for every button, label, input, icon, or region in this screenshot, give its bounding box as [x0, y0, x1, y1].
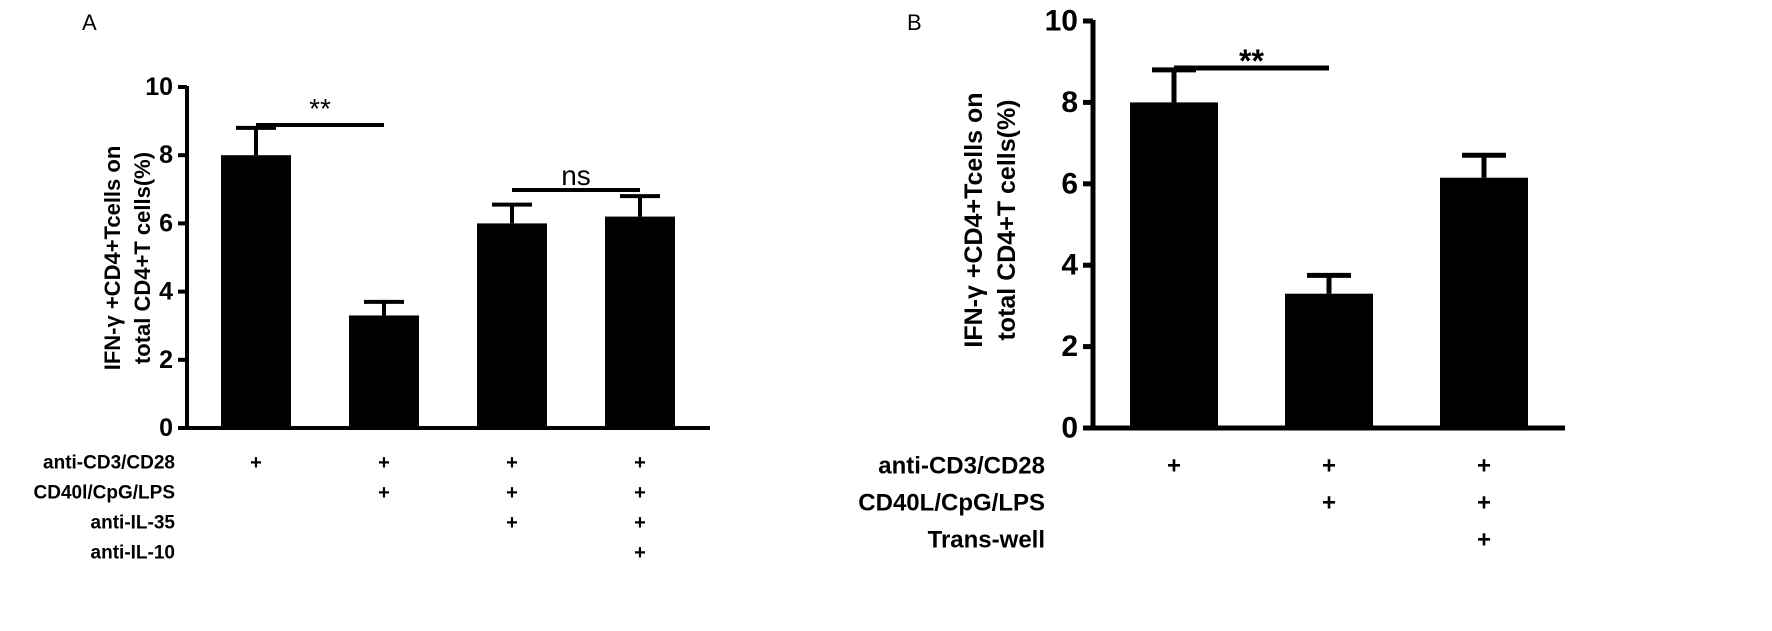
- y-axis-label: IFN-γ +CD4+Tcells on: [960, 92, 988, 347]
- condition-plus-mark: +: [634, 452, 646, 474]
- y-tick-label: 4: [159, 278, 173, 306]
- condition-plus-mark: +: [1477, 490, 1491, 517]
- y-tick-label: 10: [145, 73, 173, 101]
- condition-plus-mark: +: [506, 512, 518, 534]
- significance-label: **: [1239, 43, 1264, 79]
- condition-plus-mark: +: [250, 452, 262, 474]
- condition-label: anti-CD3/CD28: [43, 453, 175, 474]
- y-tick-label: 8: [1061, 86, 1078, 119]
- y-tick-label: 0: [1061, 412, 1078, 445]
- condition-plus-mark: +: [634, 542, 646, 564]
- condition-label: CD40l/CpG/LPS: [34, 483, 175, 504]
- y-tick-label: 0: [159, 414, 173, 442]
- panel-letter: A: [82, 10, 97, 35]
- y-tick-label: 2: [159, 346, 173, 374]
- bar: [1440, 177, 1528, 428]
- condition-plus-mark: +: [1167, 453, 1181, 480]
- condition-plus-mark: +: [1477, 453, 1491, 480]
- panel-b: B 0 2 4 6 8 10 IFN-γ +CD4+Tcells on total CD4+T …: [858, 5, 1565, 554]
- y-tick-label: 2: [1061, 330, 1078, 363]
- significance-label: ns: [561, 160, 591, 191]
- y-tick-label: 6: [1061, 167, 1078, 200]
- y-tick-label: 6: [159, 209, 173, 237]
- condition-plus-mark: +: [634, 482, 646, 504]
- condition-plus-mark: +: [1322, 453, 1336, 480]
- condition-label: anti-IL-10: [91, 543, 175, 564]
- y-tick-label: 4: [1061, 249, 1078, 282]
- condition-plus-mark: +: [506, 452, 518, 474]
- y-axis-label: IFN-γ +CD4+Tcells on: [100, 146, 125, 371]
- condition-label: Trans-well: [928, 527, 1045, 554]
- condition-label: CD40L/CpG/LPS: [858, 490, 1045, 517]
- bar: [221, 155, 291, 428]
- panel-letter: B: [907, 10, 922, 35]
- condition-plus-mark: +: [1477, 527, 1491, 554]
- y-axis-label: total CD4+T cells(%): [130, 152, 155, 364]
- bar: [605, 216, 675, 428]
- condition-plus-mark: +: [378, 452, 390, 474]
- y-tick-label: 8: [159, 141, 173, 169]
- condition-label: anti-IL-35: [91, 513, 176, 534]
- condition-plus-mark: +: [1322, 490, 1336, 517]
- y-tick-label: 10: [1045, 5, 1078, 38]
- y-axis-label: total CD4+T cells(%): [993, 99, 1021, 340]
- bar: [1130, 102, 1218, 429]
- condition-plus-mark: +: [506, 482, 518, 504]
- panel-a: A 0 2 4 6 8 10 IFN-γ +CD4+Tcells on total CD4+T …: [34, 10, 710, 564]
- condition-plus-mark: +: [378, 482, 390, 504]
- bar: [1285, 293, 1373, 428]
- bar: [477, 223, 547, 428]
- condition-label: anti-CD3/CD28: [878, 453, 1045, 480]
- significance-label: **: [309, 93, 331, 124]
- condition-plus-mark: +: [634, 512, 646, 534]
- bar: [349, 315, 419, 428]
